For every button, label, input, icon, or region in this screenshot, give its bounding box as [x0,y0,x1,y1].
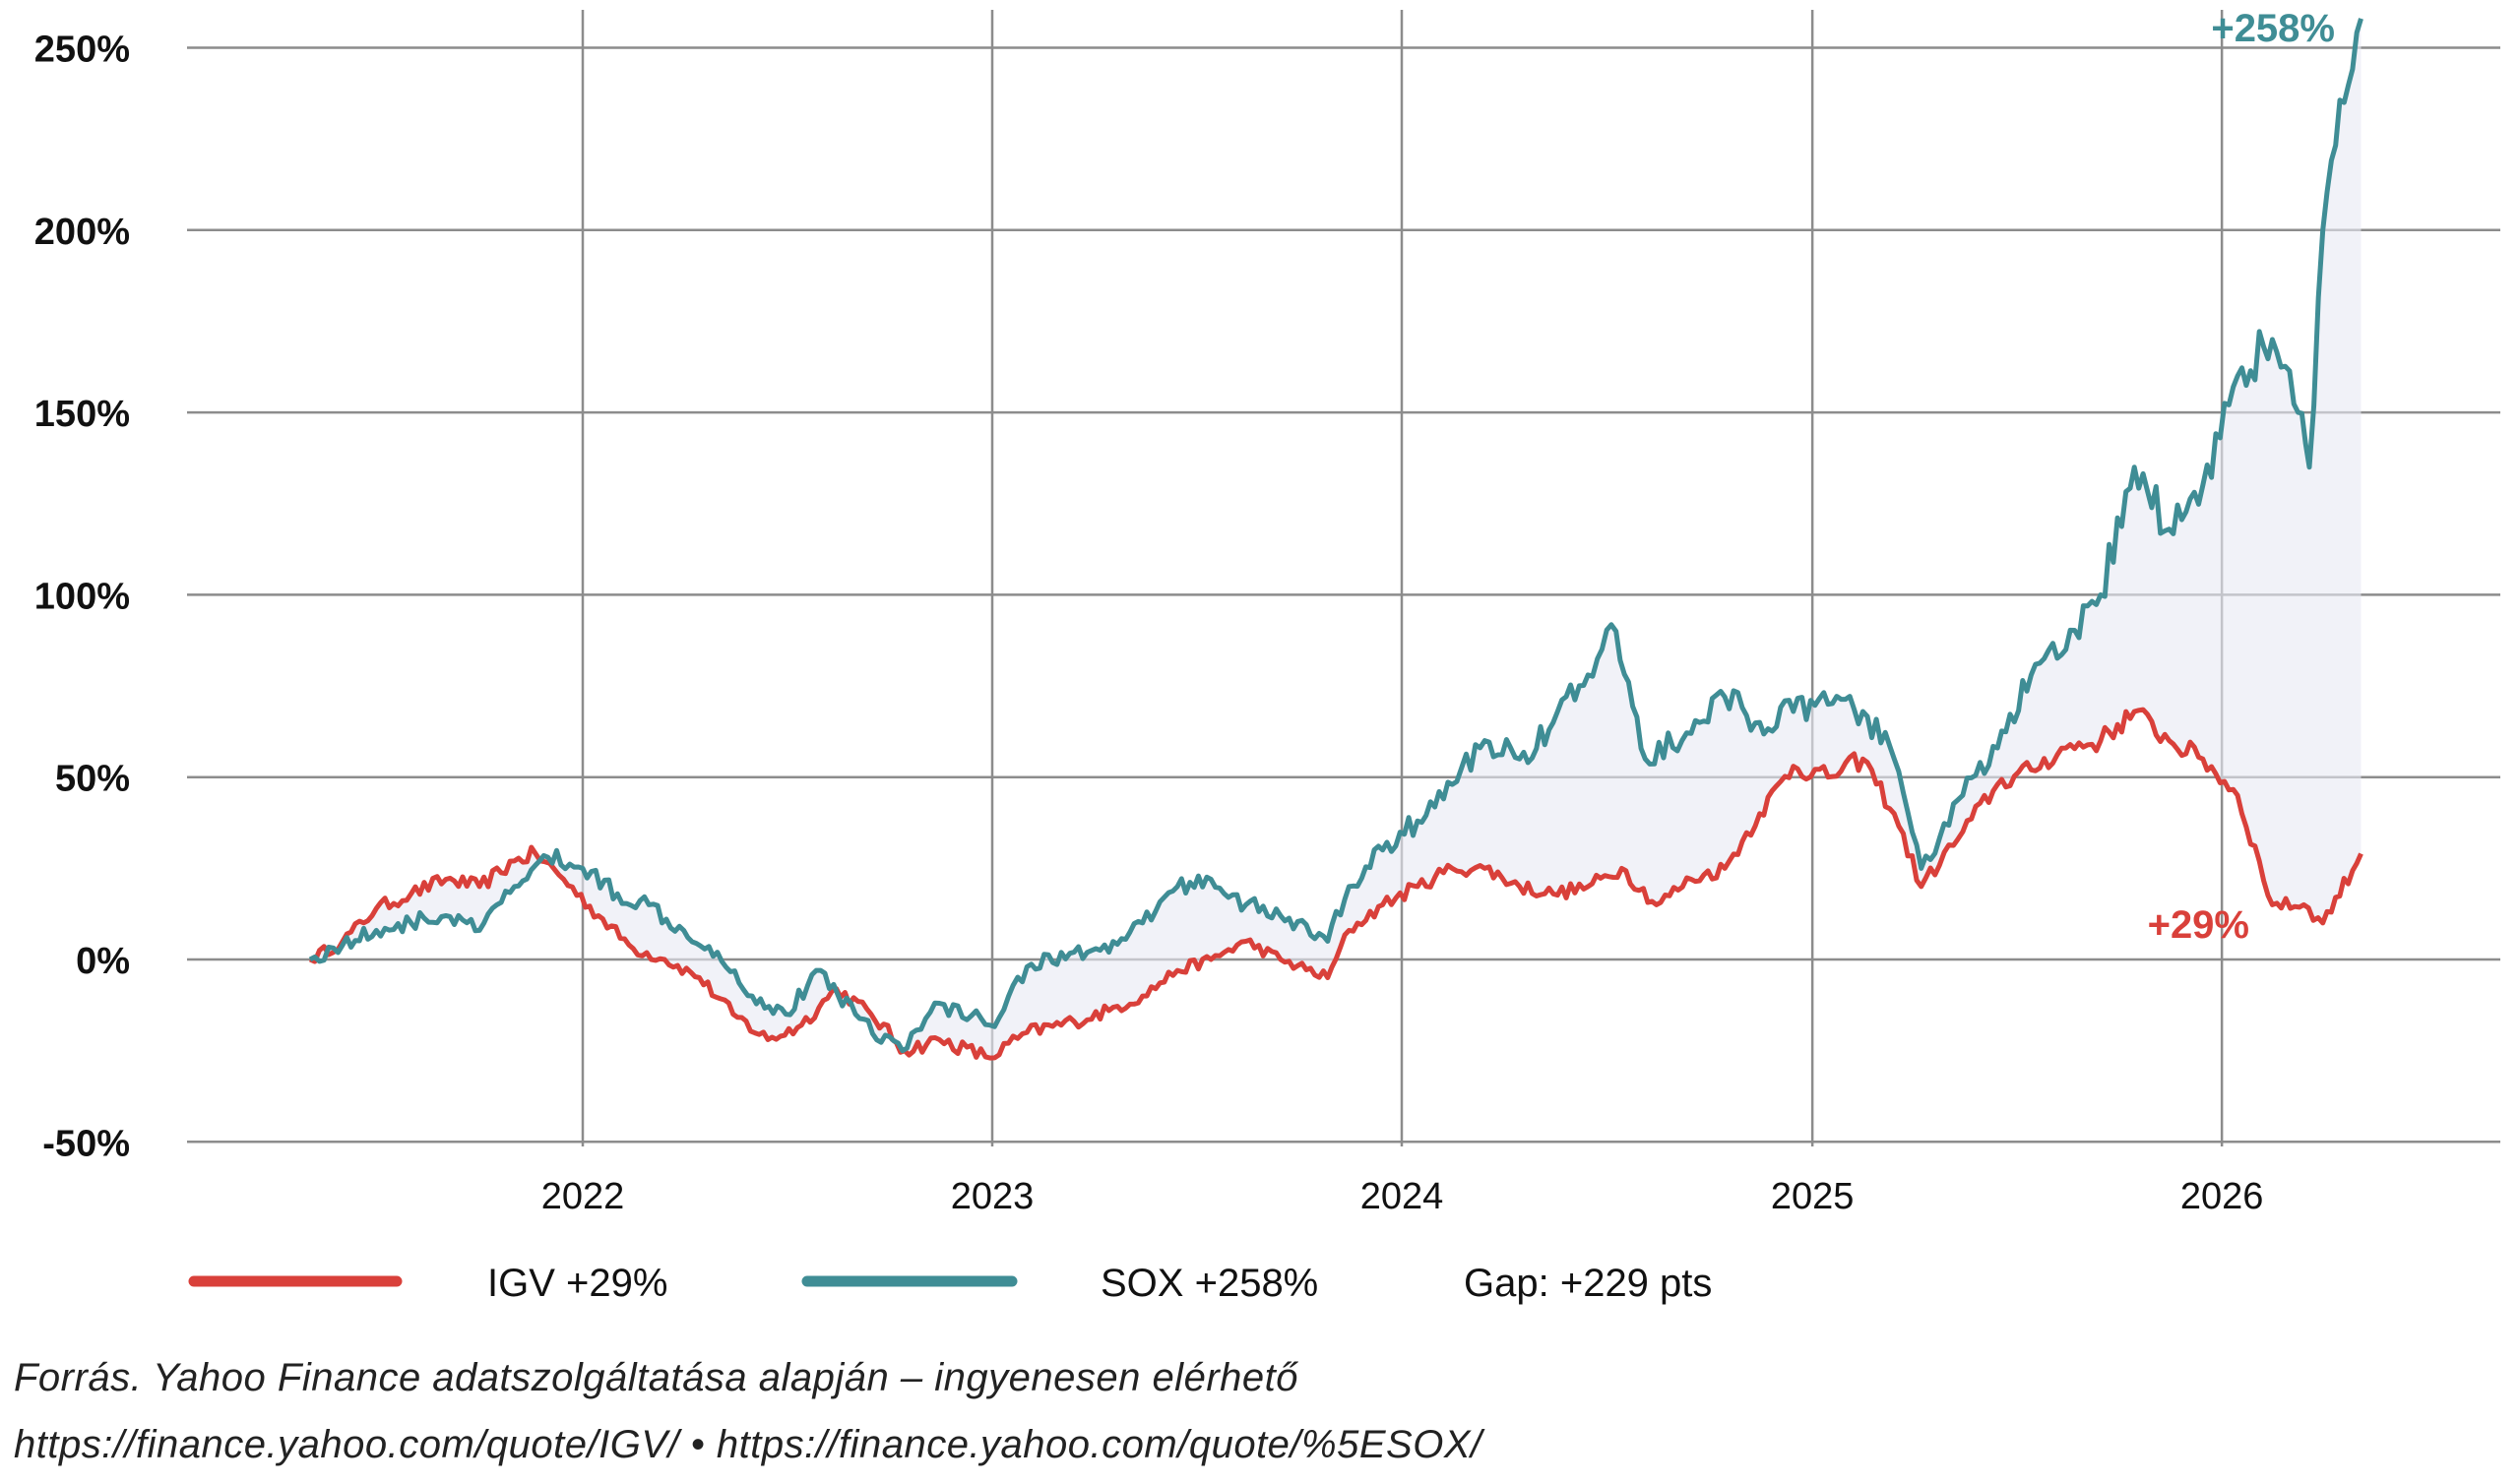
grid [187,10,2500,1146]
x-tick-label: 2024 [1360,1176,1444,1217]
x-tick-label: 2022 [541,1176,625,1217]
end-labels: +258% +29% [2148,7,2335,947]
x-tick-label: 2025 [1771,1176,1855,1217]
y-tick-label: 0% [76,941,130,982]
source-note-line-2: https://finance.yahoo.com/quote/IGV/ • h… [14,1423,1482,1466]
legend-label-sox: SOX +258% [1101,1262,1318,1305]
y-tick-label: -50% [42,1123,130,1164]
legend-label-igv: IGV +29% [487,1262,667,1305]
series-line-igv [308,707,2363,1061]
x-tick-label: 2023 [951,1176,1035,1217]
source-note-line-1: Forrás. Yahoo Finance adatszolgáltatása … [14,1356,1298,1399]
series-line-sox [308,18,2363,1054]
x-tick-label: 2026 [2180,1176,2264,1217]
y-tick-label: 200% [34,212,130,253]
legend: IGV +29% SOX +258% Gap: +229 pts [188,1262,1712,1305]
axis-labels: -50% 0% 50% 100% 150% 200% 250% 2022 2023 2024 202… [34,30,2264,1218]
legend-label-gap: Gap: +229 pts [1464,1262,1712,1305]
end-label-sox: +258% [2211,7,2335,50]
y-tick-label: 100% [34,576,130,617]
gap-shaded-area [310,18,2362,1059]
y-tick-label: 150% [34,394,130,435]
series-lines [308,18,2363,1061]
y-tick-label: 50% [55,759,130,800]
y-tick-label: 250% [34,30,130,71]
end-label-igv: +29% [2148,903,2249,947]
